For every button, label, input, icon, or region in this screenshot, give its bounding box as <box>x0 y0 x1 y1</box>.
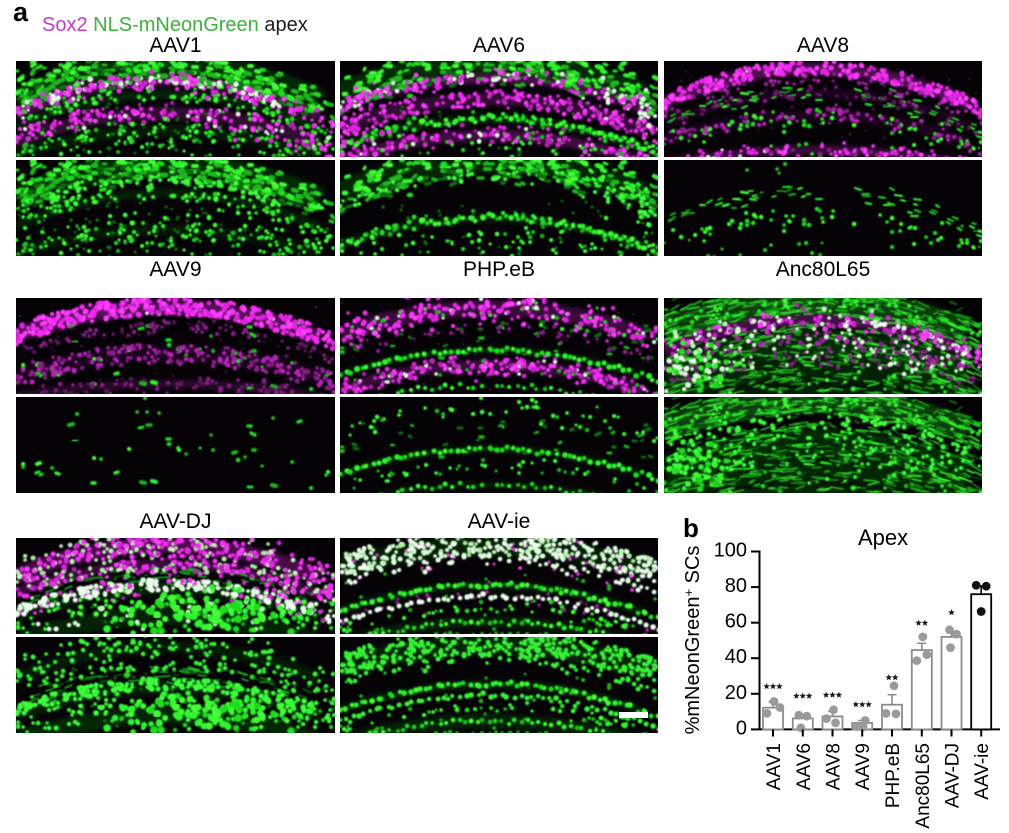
svg-text:AAV6: AAV6 <box>794 743 815 790</box>
svg-text:PHP.eB: PHP.eB <box>883 743 904 808</box>
svg-text:AAV8: AAV8 <box>824 743 845 790</box>
svg-text:0: 0 <box>736 717 747 739</box>
svg-text:Anc80L65: Anc80L65 <box>913 743 934 829</box>
svg-text:80: 80 <box>725 575 747 597</box>
svg-text:AAV1: AAV1 <box>764 743 785 790</box>
svg-text:AAV-ie: AAV-ie <box>972 743 993 800</box>
svg-text:Apex: Apex <box>858 525 908 550</box>
svg-text:AAV9: AAV9 <box>853 743 874 790</box>
svg-text:AAV-DJ: AAV-DJ <box>943 743 964 808</box>
svg-text:60: 60 <box>725 611 747 633</box>
svg-text:100: 100 <box>714 540 747 562</box>
svg-text:20: 20 <box>725 682 747 704</box>
svg-text:40: 40 <box>725 646 747 668</box>
svg-text:%mNeonGreen+ SCs: %mNeonGreen+ SCs <box>681 546 704 735</box>
svg-text:b: b <box>683 513 699 543</box>
